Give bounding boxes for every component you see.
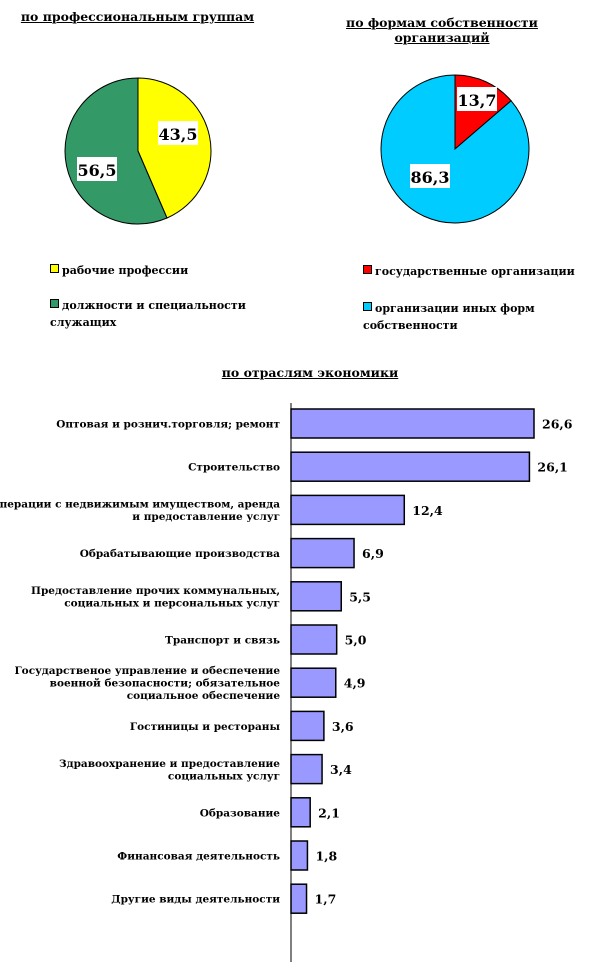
category-label-7: Гостиницы и рестораны xyxy=(130,721,281,733)
category-label-6: Государственое управление и обеспечение в… xyxy=(14,665,280,702)
category-label-1: Строительство xyxy=(188,462,280,474)
bar-value-label-11: 1,7 xyxy=(315,892,337,907)
bar-10 xyxy=(290,840,309,871)
bar-11 xyxy=(290,883,308,914)
bar-value-label-5: 5,0 xyxy=(345,633,367,648)
category-label-3: Обрабатывающие производства xyxy=(80,548,280,560)
bar-3 xyxy=(290,537,355,569)
bar-0 xyxy=(290,408,535,439)
category-label-11: Другие виды деятельности xyxy=(111,894,280,906)
bar-value-label-6: 4,9 xyxy=(344,676,366,691)
bar-7 xyxy=(290,710,325,742)
bar-chart-title: по отраслям экономики xyxy=(221,365,399,380)
category-label-4: Предоставление прочих коммунальных, социа… xyxy=(31,585,280,610)
bar-4 xyxy=(290,581,342,612)
bar-value-label-2: 12,4 xyxy=(412,503,443,518)
bar-value-label-0: 26,6 xyxy=(542,417,573,432)
pie2-legend-item-0: государственные организации xyxy=(363,263,575,280)
pie1-legend-item-1: должности и специальности служащих xyxy=(50,297,250,331)
bar-8 xyxy=(290,753,323,785)
category-label-0: Оптовая и рознич.торговля; ремонт xyxy=(56,419,280,431)
category-label-8: Здравоохранение и предоставление социальн… xyxy=(59,758,280,783)
bar-2 xyxy=(290,494,406,526)
legend-label: организации иных форм собственности xyxy=(363,302,535,332)
bar-9 xyxy=(290,797,311,828)
bar-1 xyxy=(290,451,531,482)
bar-5 xyxy=(290,624,338,655)
pie2-legend-item-1: организации иных форм собственности xyxy=(363,300,538,334)
bar-value-label-7: 3,6 xyxy=(332,719,354,734)
pie1-title: по профессиональным группам xyxy=(20,9,255,24)
bar-value-label-4: 5,5 xyxy=(349,589,371,604)
legend-label: должности и специальности служащих xyxy=(50,299,246,329)
category-label-10: Финансовая деятельность xyxy=(117,851,280,863)
pie2-title: по формам собственности организаций xyxy=(346,15,538,45)
legend-label: рабочие профессии xyxy=(62,264,189,277)
pie1-legend-item-0: рабочие профессии xyxy=(50,262,188,279)
bar-value-label-9: 2,1 xyxy=(318,805,340,820)
legend-label: государственные организации xyxy=(375,265,575,278)
category-label-2: Операции с недвижимым имуществом, аренда… xyxy=(0,499,280,524)
bar-value-label-1: 26,1 xyxy=(537,460,567,475)
legend-swatch-yellow xyxy=(50,264,59,273)
bar-value-label-8: 3,4 xyxy=(330,762,352,777)
bar-6 xyxy=(290,667,337,698)
category-label-5: Транспорт и связь xyxy=(165,635,280,647)
bar-value-label-3: 6,9 xyxy=(362,546,384,561)
category-label-9: Образование xyxy=(200,807,281,819)
legend-swatch-red xyxy=(363,265,372,274)
bar-value-label-10: 1,8 xyxy=(315,849,337,864)
legend-swatch-green xyxy=(50,299,59,308)
legend-swatch-cyan xyxy=(363,302,372,311)
